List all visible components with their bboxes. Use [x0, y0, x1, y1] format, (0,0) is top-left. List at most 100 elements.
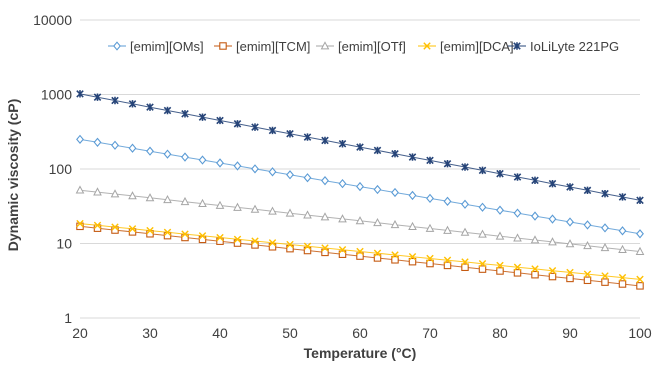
data-point — [531, 211, 539, 221]
data-point — [618, 280, 627, 288]
y-tick-label: 10000 — [33, 12, 72, 28]
data-point — [128, 225, 137, 233]
data-point — [601, 272, 609, 280]
data-point — [426, 156, 434, 165]
data-point — [321, 248, 329, 257]
legend-item: IoLiLyte 221PG — [508, 39, 619, 54]
data-point — [636, 196, 644, 205]
legend-label: [emim][OMs] — [130, 39, 204, 54]
legend-marker — [513, 42, 521, 50]
data-point — [198, 155, 207, 165]
data-point — [286, 130, 294, 138]
data-point — [251, 123, 259, 131]
x-tick-label: 100 — [628, 325, 652, 341]
data-point — [408, 190, 417, 201]
data-point — [426, 259, 434, 268]
data-point — [443, 225, 452, 234]
data-point — [303, 242, 312, 250]
data-point — [513, 173, 522, 181]
data-point — [373, 254, 382, 262]
data-point — [583, 220, 592, 230]
data-point — [478, 166, 487, 175]
data-point — [600, 242, 610, 252]
data-point — [496, 169, 504, 178]
data-point — [163, 194, 172, 204]
data-point — [426, 193, 434, 204]
data-point — [286, 240, 294, 249]
data-point — [268, 126, 277, 135]
x-axis-title: Temperature (°C) — [304, 345, 417, 361]
data-point — [443, 196, 452, 206]
data-point — [583, 270, 592, 278]
data-point — [618, 244, 627, 254]
data-point — [566, 217, 574, 227]
data-point — [408, 153, 417, 161]
legend-marker — [320, 41, 330, 50]
data-point — [76, 90, 84, 98]
data-point — [478, 202, 487, 212]
legend-item: [emim][OTf] — [316, 39, 406, 54]
legend-item: [emim][OMs] — [108, 39, 204, 54]
data-point — [303, 173, 312, 183]
x-tick-label: 90 — [562, 325, 578, 341]
data-point — [408, 221, 417, 231]
data-point — [635, 246, 645, 255]
data-point — [601, 189, 609, 198]
data-point — [146, 226, 154, 235]
data-point — [390, 219, 400, 229]
data-point — [321, 176, 329, 186]
data-point — [356, 247, 364, 256]
y-axis-title: Dynamic viscosity (cP) — [5, 99, 21, 252]
x-tick-label: 60 — [352, 325, 368, 341]
data-point — [530, 235, 540, 244]
data-point — [338, 250, 347, 258]
data-point — [268, 167, 277, 177]
x-tick-label: 20 — [72, 325, 88, 341]
data-point — [216, 116, 224, 125]
data-point — [233, 161, 242, 171]
tick-layer: 1 10 100 1000 10000 20 30 40 50 60 70 80 90 100 — [33, 12, 652, 341]
series-1 — [76, 222, 644, 290]
data-point — [565, 239, 575, 248]
y-tick-label: 100 — [49, 161, 73, 177]
data-point — [426, 254, 434, 263]
data-point — [285, 208, 295, 217]
y-tick-label: 1000 — [41, 87, 72, 103]
series-4 — [76, 90, 644, 205]
x-tick-label: 50 — [282, 325, 298, 341]
data-point — [531, 176, 539, 185]
legend-marker — [423, 42, 431, 50]
data-point — [601, 278, 609, 286]
data-point — [250, 204, 260, 213]
data-point — [566, 274, 574, 283]
data-point — [373, 146, 382, 155]
data-point — [373, 184, 382, 195]
data-point — [198, 113, 207, 121]
data-point — [181, 152, 189, 162]
data-point — [461, 199, 469, 209]
legend: [emim][OMs] [emim][TCM] [emim][OTf] [emim][… — [108, 39, 619, 54]
data-point — [355, 216, 365, 225]
data-point — [408, 257, 417, 266]
legend-marker — [113, 41, 121, 51]
data-point — [321, 136, 329, 145]
data-point — [443, 261, 452, 270]
data-point — [93, 93, 102, 101]
data-point — [93, 221, 102, 230]
data-point — [93, 187, 102, 196]
data-point — [618, 226, 627, 236]
data-point — [566, 268, 574, 277]
y-tick-label: 10 — [56, 236, 72, 252]
data-point — [251, 164, 259, 174]
data-point — [216, 233, 224, 242]
data-point — [321, 244, 329, 252]
data-point — [461, 263, 469, 272]
data-point — [181, 233, 189, 242]
data-point — [181, 110, 189, 118]
data-point — [391, 149, 399, 158]
data-point — [425, 223, 435, 232]
data-point — [583, 241, 592, 250]
x-tick-label: 30 — [142, 325, 158, 341]
data-point — [496, 267, 504, 275]
data-point — [513, 233, 522, 242]
